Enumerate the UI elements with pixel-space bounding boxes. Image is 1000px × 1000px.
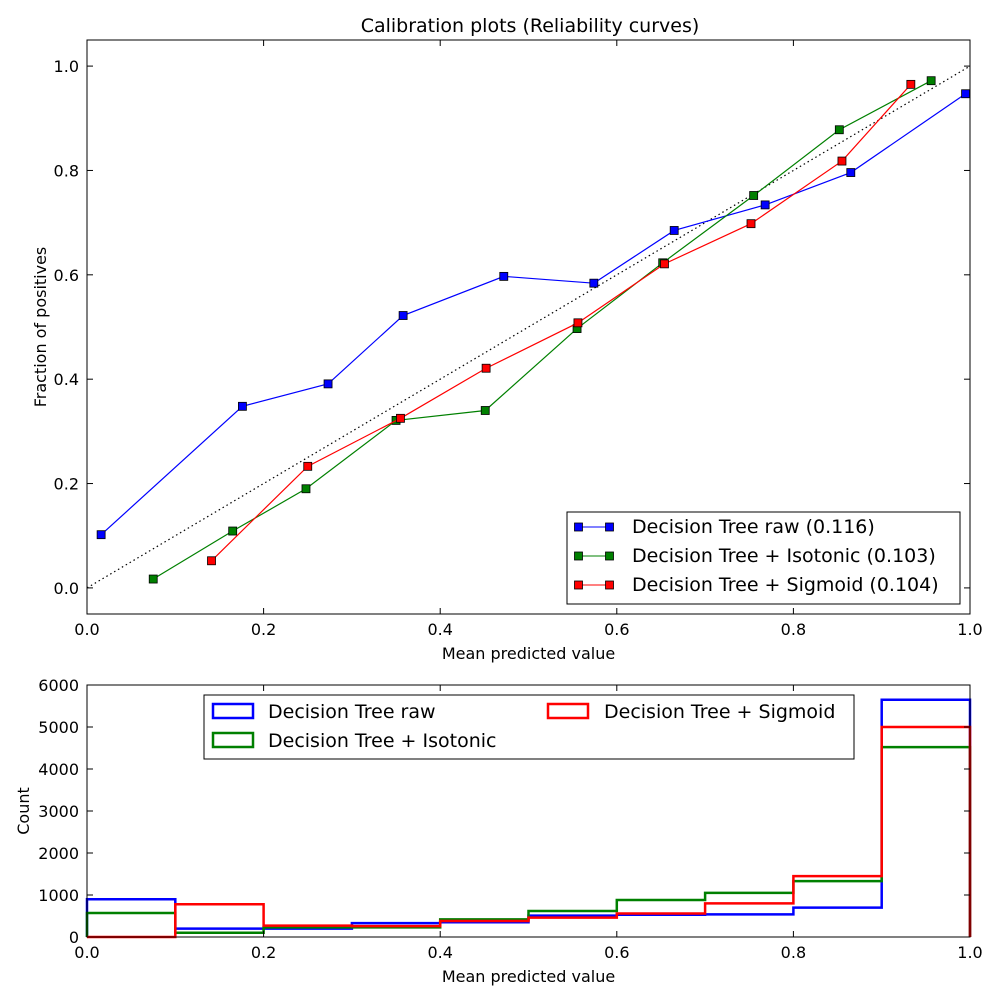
y-tick-label: 0.0 bbox=[54, 579, 79, 598]
histogram-legend: Decision Tree raw Decision Tree + Isoton… bbox=[203, 694, 855, 760]
x-tick-label: 0.2 bbox=[251, 620, 276, 639]
decision-tree-sigmoid-point bbox=[573, 318, 583, 328]
histogram-series-layer bbox=[85, 698, 972, 939]
y-tick-label: 4000 bbox=[38, 760, 79, 779]
decision-tree-isotonic-point bbox=[480, 406, 490, 415]
x-tick-label: 0.8 bbox=[781, 620, 806, 639]
y-tick-label: 3000 bbox=[38, 802, 79, 821]
legend-item-sigmoid: Decision Tree + Sigmoid (0.104) bbox=[574, 574, 939, 596]
decision-tree-raw-line bbox=[100, 93, 966, 536]
y-tick-label: 1.0 bbox=[54, 57, 79, 76]
chart-title: Calibration plots (Reliability curves) bbox=[361, 15, 700, 37]
y-tick-label: 0.2 bbox=[54, 475, 79, 494]
calibration-y-axis-label: Fraction of positives bbox=[31, 247, 50, 408]
legend-item-isotonic: Decision Tree + Isotonic (0.103) bbox=[574, 545, 936, 567]
x-tick-label: 0.0 bbox=[74, 620, 99, 639]
calibration-axis-ticks: 0.0 0.2 0.4 0.6 0.8 1.0 0.0 0.2 0.4 0.6 0.8 1.0 bbox=[54, 40, 983, 639]
calibration-x-axis-label: Mean predicted value bbox=[442, 644, 615, 663]
decision-tree-isotonic-point bbox=[148, 574, 158, 584]
decision-tree-isotonic-point bbox=[228, 526, 238, 536]
legend-item-hist-sigmoid: Decision Tree + Sigmoid bbox=[546, 701, 835, 723]
legend-label-isotonic: Decision Tree + Isotonic (0.103) bbox=[632, 545, 936, 567]
x-tick-label: 0.4 bbox=[427, 620, 452, 639]
x-tick-label: 0.2 bbox=[251, 943, 276, 962]
decision-tree-raw-point bbox=[96, 530, 106, 540]
y-tick-label: 0 bbox=[69, 928, 79, 947]
decision-tree-raw-point bbox=[499, 271, 509, 281]
y-tick-label: 6000 bbox=[38, 676, 79, 695]
calibration-chart: Calibration plots (Reliability curves) 0… bbox=[31, 15, 983, 663]
x-tick-label: 1.0 bbox=[957, 620, 982, 639]
decision-tree-raw-point bbox=[238, 401, 247, 411]
calibration-legend-box bbox=[566, 511, 961, 605]
legend-label-hist-sigmoid: Decision Tree + Sigmoid bbox=[604, 701, 835, 723]
y-tick-label: 5000 bbox=[38, 718, 79, 737]
decision-tree-isotonic-point bbox=[834, 125, 844, 135]
decision-tree-isotonic-point bbox=[749, 191, 759, 200]
decision-tree-isotonic-point bbox=[301, 484, 311, 494]
decision-tree-sigmoid-point bbox=[303, 461, 313, 471]
legend-item-hist-isotonic: Decision Tree + Isotonic bbox=[211, 730, 496, 752]
decision-tree-raw-point bbox=[589, 278, 599, 288]
legend-label-hist-isotonic: Decision Tree + Isotonic bbox=[268, 730, 496, 752]
legend-label-sigmoid: Decision Tree + Sigmoid (0.104) bbox=[632, 574, 939, 596]
decision-tree-isotonic-point bbox=[926, 76, 936, 86]
decision-tree-raw-point bbox=[669, 226, 679, 235]
decision-tree-raw-point bbox=[961, 89, 970, 99]
legend-item-hist-raw: Decision Tree raw bbox=[211, 701, 436, 723]
decision-tree-isotonic-line bbox=[152, 80, 932, 580]
decision-tree-sigmoid-point bbox=[906, 79, 916, 89]
legend-label-raw: Decision Tree raw (0.116) bbox=[632, 516, 875, 538]
decision-tree-raw-point bbox=[323, 379, 333, 389]
decision-tree-sigmoid-histogram-step bbox=[87, 725, 972, 939]
x-tick-label: 0.6 bbox=[604, 620, 629, 639]
legend-item-raw: Decision Tree raw (0.116) bbox=[574, 516, 875, 538]
histogram-chart: 0.0 0.2 0.4 0.6 0.8 1.0 0 1000 2000 3000 4000 5000 6… bbox=[14, 676, 983, 986]
decision-tree-sigmoid-point bbox=[207, 556, 216, 566]
y-tick-label: 2000 bbox=[38, 844, 79, 863]
decision-tree-isotonic-histogram-step bbox=[85, 745, 972, 937]
y-tick-label: 0.6 bbox=[54, 266, 79, 285]
x-tick-label: 0.6 bbox=[604, 943, 629, 962]
decision-tree-raw-point bbox=[846, 168, 856, 177]
decision-tree-sigmoid-point bbox=[837, 156, 847, 166]
x-tick-label: 0.4 bbox=[427, 943, 452, 962]
calibration-plot-frame bbox=[86, 39, 971, 615]
decision-tree-raw-point bbox=[398, 311, 408, 320]
histogram-legend-box bbox=[203, 694, 855, 760]
decision-tree-raw-point bbox=[760, 200, 770, 210]
histogram-x-axis-label: Mean predicted value bbox=[442, 967, 615, 986]
legend-label-hist-raw: Decision Tree raw bbox=[268, 701, 436, 723]
decision-tree-sigmoid-point bbox=[396, 413, 405, 423]
histogram-axis-ticks: 0.0 0.2 0.4 0.6 0.8 1.0 0 1000 2000 3000 4000 5000 6… bbox=[38, 676, 982, 962]
x-tick-label: 0.8 bbox=[781, 943, 806, 962]
calibration-legend: Decision Tree raw (0.116) Decision Tree … bbox=[566, 511, 961, 605]
y-tick-label: 0.8 bbox=[54, 161, 79, 180]
decision-tree-sigmoid-point bbox=[746, 219, 756, 229]
y-tick-label: 0.4 bbox=[54, 370, 79, 389]
x-tick-label: 0.0 bbox=[74, 943, 99, 962]
y-tick-label: 1000 bbox=[38, 886, 79, 905]
x-tick-label: 1.0 bbox=[957, 943, 982, 962]
histogram-y-axis-label: Count bbox=[14, 787, 33, 835]
decision-tree-sigmoid-point bbox=[481, 363, 491, 373]
calibration-series-layer bbox=[86, 65, 971, 589]
decision-tree-sigmoid-point bbox=[660, 259, 669, 269]
